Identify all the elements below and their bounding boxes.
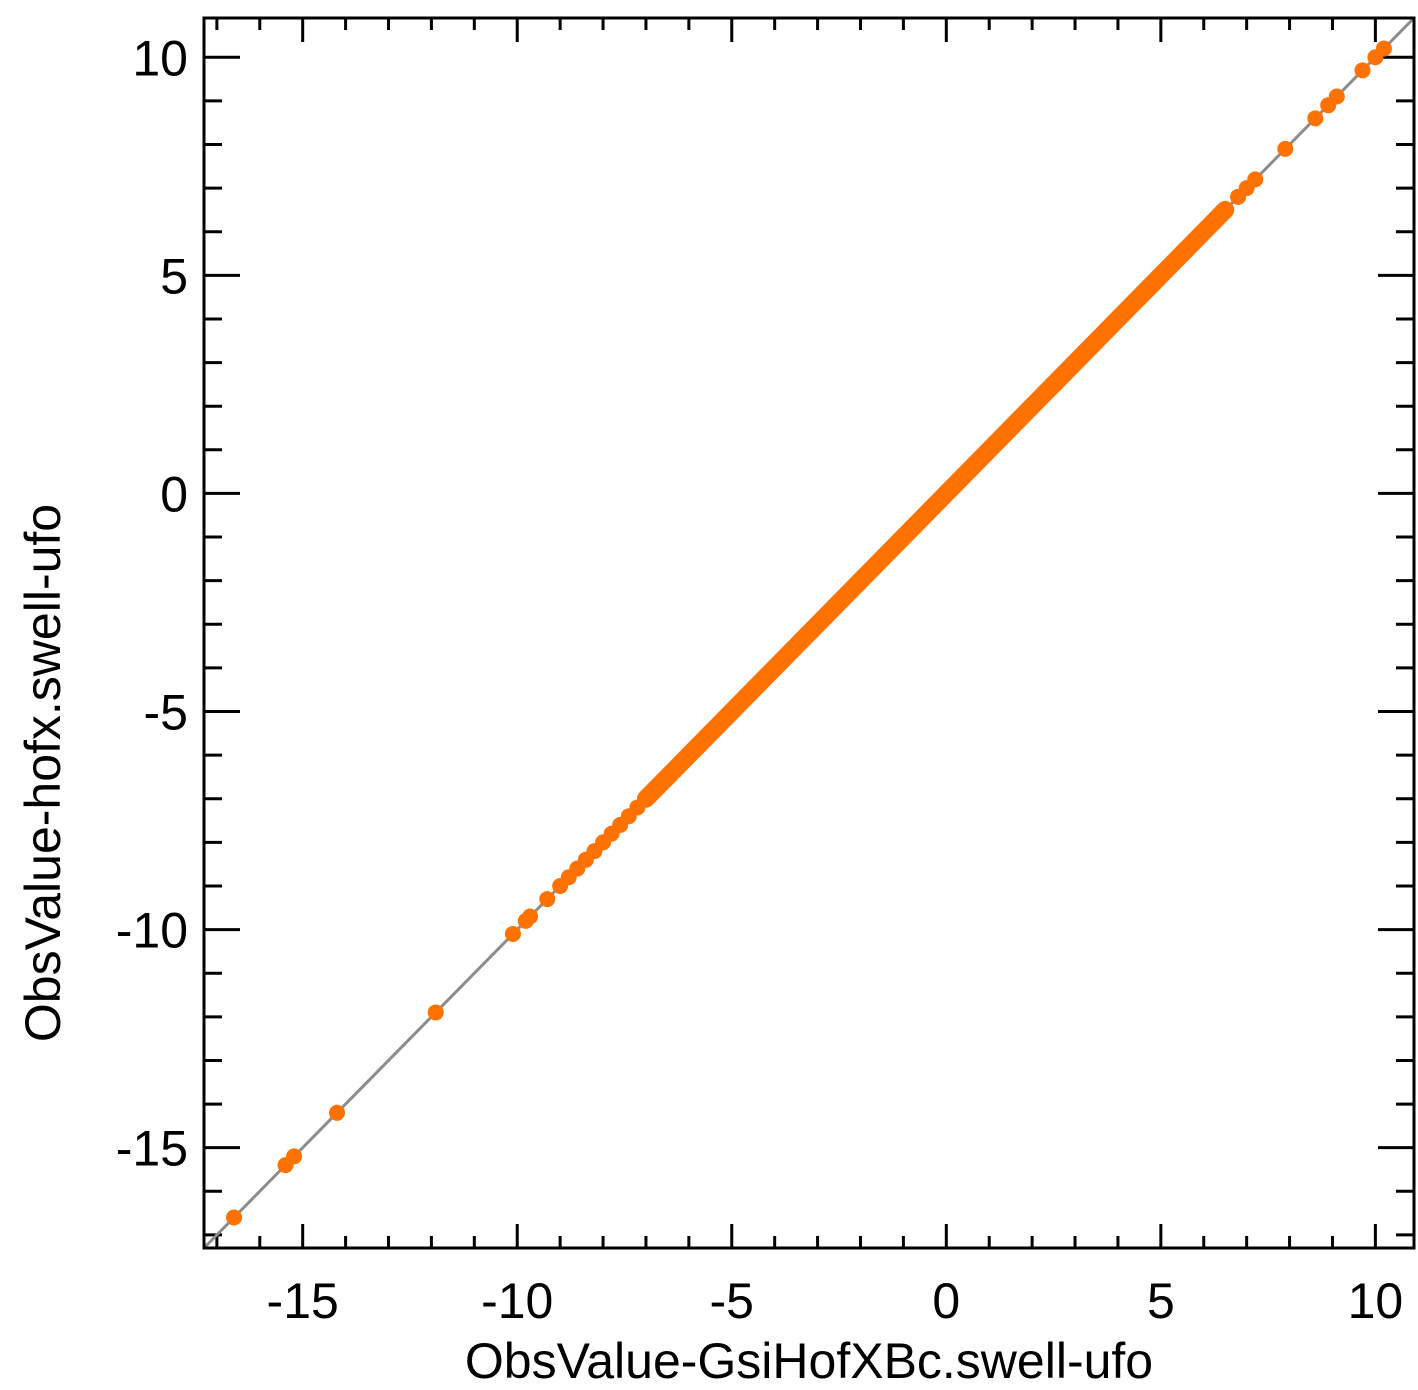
dense-point-segment (636, 200, 1235, 808)
x-tick-label: -10 (481, 1273, 553, 1329)
y-tick-label: -15 (116, 1121, 188, 1177)
y-tick-label: 5 (160, 248, 188, 304)
x-tick-label: 0 (932, 1273, 960, 1329)
x-tick-label: -15 (267, 1273, 339, 1329)
y-tick-label: -10 (116, 903, 188, 959)
y-tick-label: 0 (160, 466, 188, 522)
y-tick-label: -5 (144, 685, 188, 741)
data-point (539, 891, 556, 908)
x-tick-label: 10 (1348, 1273, 1404, 1329)
plot-frame (202, 16, 1416, 1250)
data-point (522, 908, 539, 925)
axis-ticks (204, 18, 1414, 1248)
data-points (226, 40, 1392, 1226)
data-point (1354, 62, 1371, 79)
data-point (1328, 88, 1345, 105)
x-tick-labels: -15 -10 -5 0 5 10 (267, 1273, 1404, 1329)
data-point (1375, 40, 1392, 57)
data-point (427, 1004, 444, 1021)
data-point (629, 799, 646, 816)
data-point (329, 1104, 346, 1121)
y-tick-label: 10 (132, 30, 188, 86)
data-point (226, 1209, 243, 1226)
x-axis-title: ObsValue-GsiHofXBc.swell-ufo (465, 1333, 1153, 1389)
y-axis-title: ObsValue-hofx.swell-ufo (15, 504, 71, 1042)
data-point (504, 925, 521, 942)
dense-point-band (636, 200, 1235, 808)
data-point (1307, 110, 1324, 127)
data-point (1247, 171, 1264, 188)
y-tick-labels: -15 -10 -5 0 5 10 (116, 30, 188, 1176)
x-tick-label: -5 (710, 1273, 754, 1329)
data-point (1277, 140, 1294, 157)
x-tick-label: 5 (1147, 1273, 1175, 1329)
data-point (286, 1148, 303, 1165)
